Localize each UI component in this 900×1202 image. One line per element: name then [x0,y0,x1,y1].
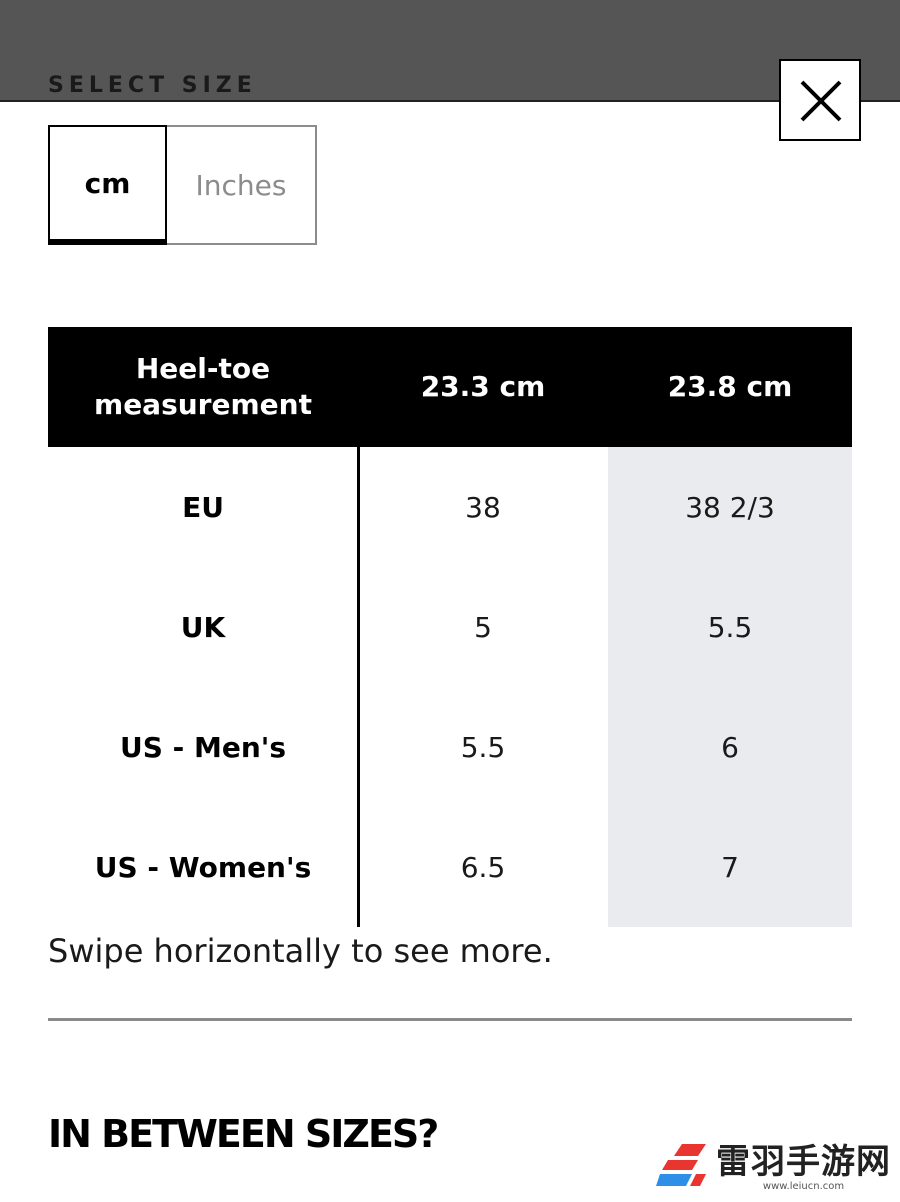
table-body: EU 38 38 2/3 UK 5 5.5 US - Men's 5.5 6 U… [48,447,852,927]
highlighted-column [608,447,852,927]
table-row: UK 5 5.5 [48,567,852,687]
section-title[interactable]: IN BETWEEN SIZES? [48,1112,439,1156]
sheet-title: SELECT SIZE [48,73,257,98]
size-table[interactable]: Heel-toe measurement 23.3 cm 23.8 cm EU … [48,327,852,927]
watermark-url: www.leiucn.com [762,1181,845,1192]
table-header: Heel-toe measurement 23.3 cm 23.8 cm [48,327,852,447]
table-row: US - Men's 5.5 6 [48,687,852,807]
row-label: UK [180,610,226,644]
row-label: EU [182,490,224,524]
table-cell: 5 [474,610,492,644]
table-cell: 7 [721,850,739,884]
header-cell-size: 23.8 cm [667,370,793,403]
row-label: US - Men's [119,730,287,764]
header-cell-measurement: Heel-toe measurement [48,327,358,447]
section-divider [48,1018,852,1021]
table-row: EU 38 38 2/3 [48,447,852,567]
row-label: US - Women's [94,850,312,884]
header-cell-text: Heel-toe measurement [94,352,312,421]
table-row: US - Women's 6.5 7 [48,807,852,927]
table-cell: 38 [465,490,501,524]
watermark: 雷羽手游网 www.leiucn.com [652,1138,898,1198]
unit-option-cm[interactable]: cm [48,125,167,245]
watermark-text: 雷羽手游网 www.leiucn.com [716,1143,891,1193]
unit-toggle: cm Inches [48,125,317,245]
table-cell: 6.5 [460,850,506,884]
close-icon [800,80,842,122]
header-cell-size: 23.3 cm [420,370,546,403]
watermark-logo-icon [656,1144,706,1186]
table-cell: 5.5 [707,610,753,644]
watermark-name: 雷羽手游网 [716,1142,891,1182]
close-button[interactable] [779,59,861,141]
unit-option-inches[interactable]: Inches [167,125,317,245]
table-cell: 6 [721,730,739,764]
backdrop-overlay[interactable] [0,0,900,100]
table-cell: 5.5 [460,730,506,764]
unit-option-label: cm [84,166,131,200]
column-divider [357,447,360,927]
unit-option-label: Inches [195,168,287,202]
swipe-hint: Swipe horizontally to see more. [48,932,553,970]
table-cell: 38 2/3 [685,490,775,524]
